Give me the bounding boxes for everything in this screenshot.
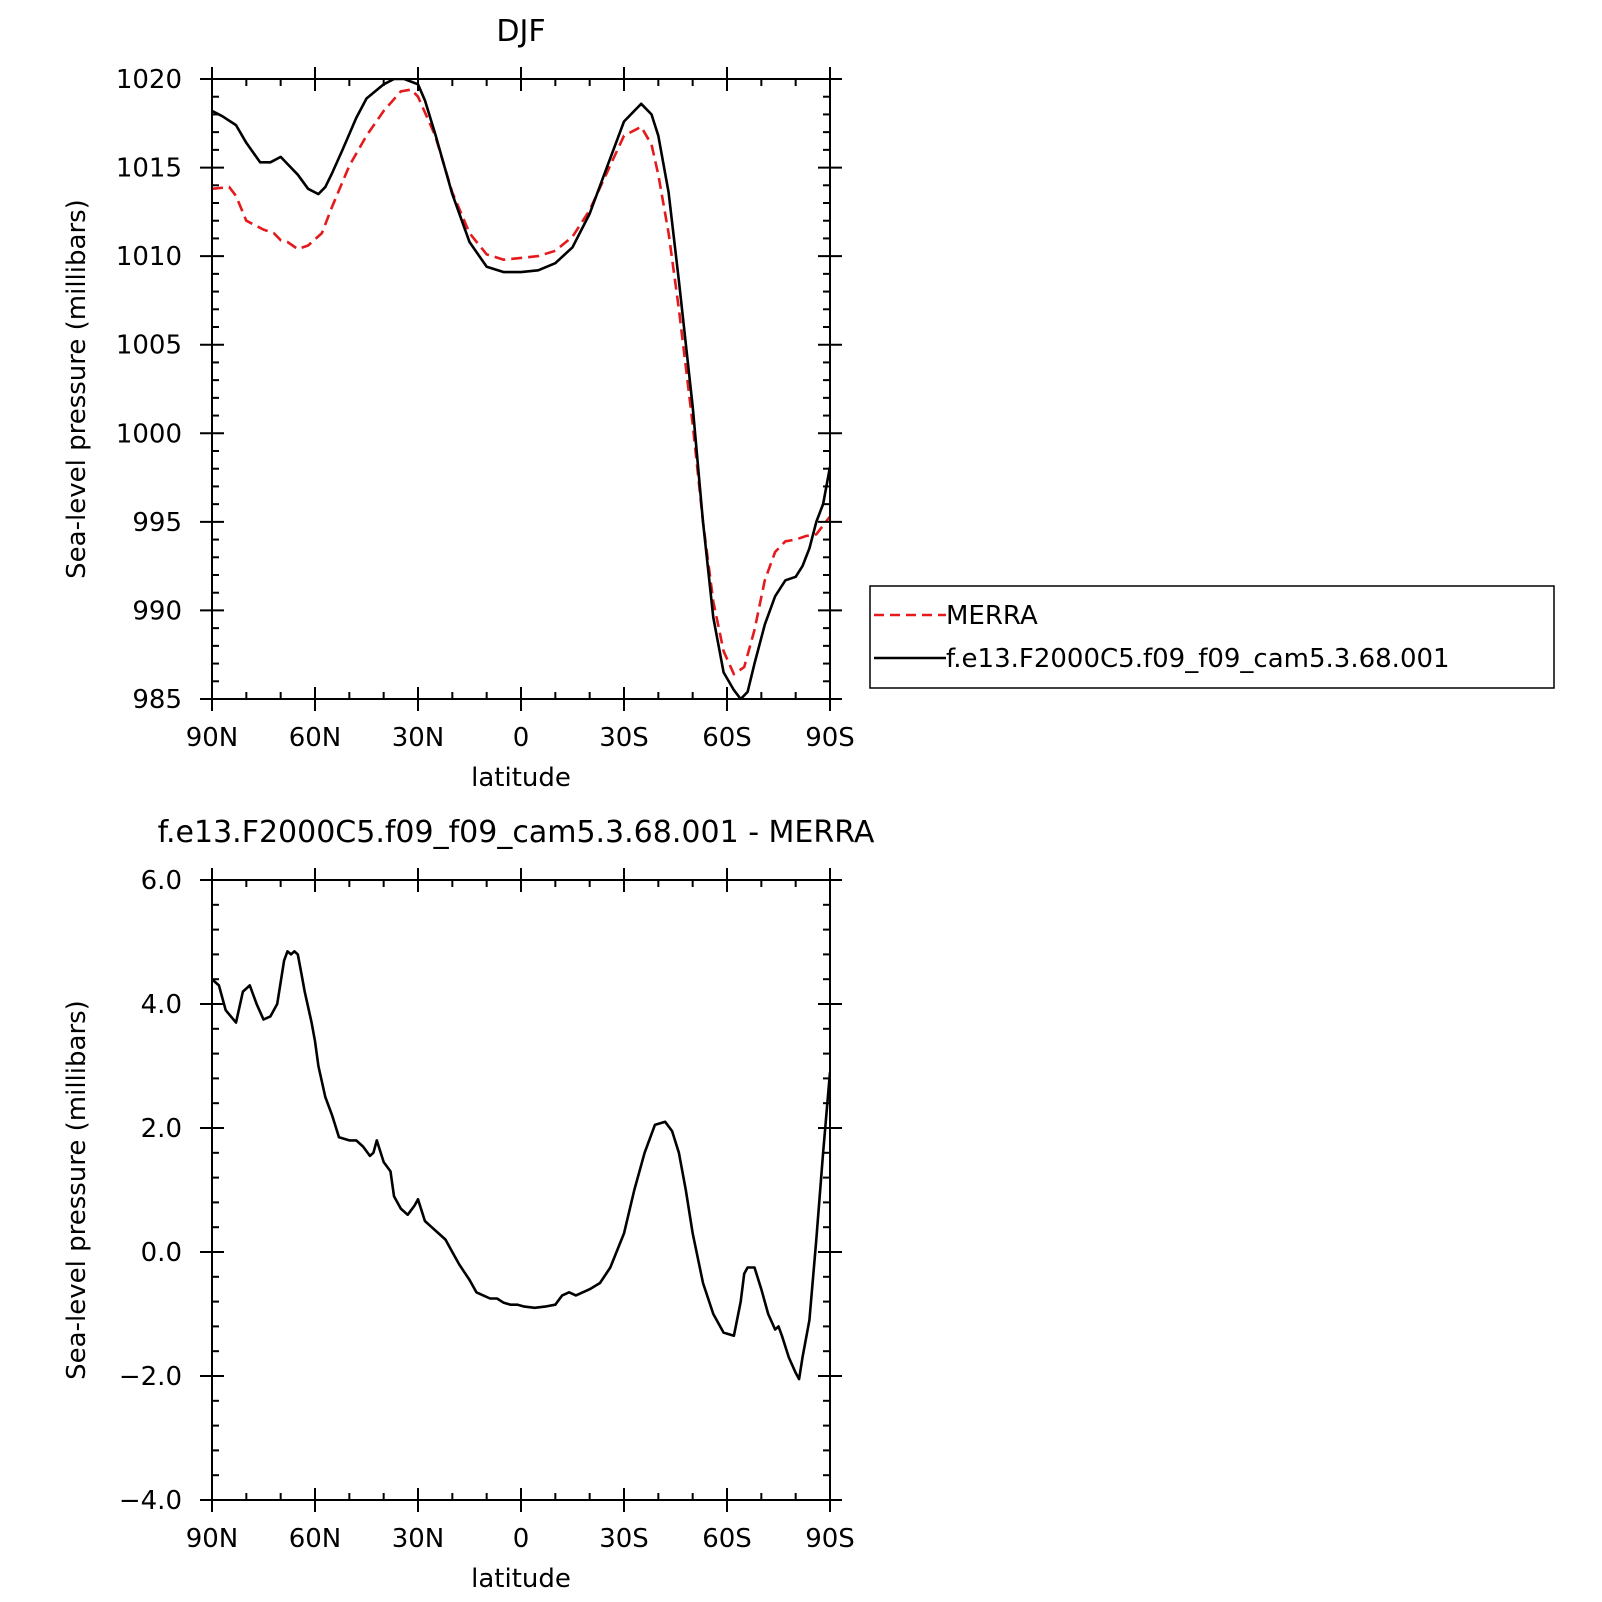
- bottom-y-tick-label: 2.0: [141, 1114, 182, 1144]
- top-x-axis-label: latitude: [471, 763, 571, 793]
- bottom-x-tick-label: 60N: [289, 1524, 342, 1554]
- bottom-y-axis-label: Sea-level pressure (millibars): [62, 1000, 92, 1380]
- bottom-series-line-0: [212, 949, 830, 1381]
- bottom-x-tick-label: 30N: [392, 1524, 445, 1554]
- bottom-chart-title: f.e13.F2000C5.f09_f09_cam5.3.68.001 - ME…: [158, 815, 875, 850]
- bottom-x-tick-label: 90S: [805, 1524, 855, 1554]
- top-x-tick-label: 60N: [289, 723, 342, 753]
- top-y-axis-label: Sea-level pressure (millibars): [62, 199, 92, 579]
- top-x-tick-label: 60S: [702, 723, 752, 753]
- top-y-tick-label: 1005: [116, 331, 182, 361]
- top-y-tick-label: 1010: [116, 242, 182, 272]
- top-chart-title: DJF: [496, 14, 545, 49]
- top-y-tick-label: 1015: [116, 154, 182, 184]
- top-x-tick-label: 90N: [186, 723, 239, 753]
- top-y-tick-label: 1000: [116, 419, 182, 449]
- legend-label-merra: MERRA: [946, 601, 1038, 631]
- bottom-y-tick-label: 0.0: [141, 1238, 182, 1268]
- bottom-x-tick-label: 90N: [186, 1524, 239, 1554]
- legend: MERRA f.e13.F2000C5.f09_f09_cam5.3.68.00…: [869, 585, 1555, 689]
- bottom-plot-frame: [211, 879, 831, 1501]
- top-x-tick-label: 90S: [805, 723, 855, 753]
- top-series-line-0: [212, 88, 830, 676]
- legend-box: [869, 585, 1555, 689]
- bottom-y-tick-label: −4.0: [119, 1486, 182, 1516]
- top-plot-frame: [211, 78, 831, 700]
- top-series-line-1: [212, 78, 830, 700]
- top-x-tick-label: 0: [513, 723, 530, 753]
- bottom-x-tick-label: 0: [513, 1524, 530, 1554]
- bottom-chart: f.e13.F2000C5.f09_f09_cam5.3.68.001 - ME…: [62, 815, 875, 1594]
- top-y-tick-label: 990: [132, 596, 182, 626]
- top-x-tick-label: 30S: [599, 723, 649, 753]
- top-y-tick-label: 995: [132, 508, 182, 538]
- bottom-x-tick-label: 60S: [702, 1524, 752, 1554]
- top-y-tick-label: 985: [132, 685, 182, 715]
- bottom-y-tick-label: −2.0: [119, 1362, 182, 1392]
- top-y-tick-label: 1020: [116, 65, 182, 95]
- legend-label-model: f.e13.F2000C5.f09_f09_cam5.3.68.001: [946, 644, 1450, 674]
- top-chart: DJF 90N 60N 30N 0 30S 60S 90S 985 990 995 1000 1005 1…: [62, 14, 855, 793]
- bottom-y-tick-label: 4.0: [141, 990, 182, 1020]
- bottom-y-tick-label: 6.0: [141, 866, 182, 896]
- bottom-x-tick-label: 30S: [599, 1524, 649, 1554]
- bottom-x-axis-label: latitude: [471, 1564, 571, 1594]
- top-x-tick-label: 30N: [392, 723, 445, 753]
